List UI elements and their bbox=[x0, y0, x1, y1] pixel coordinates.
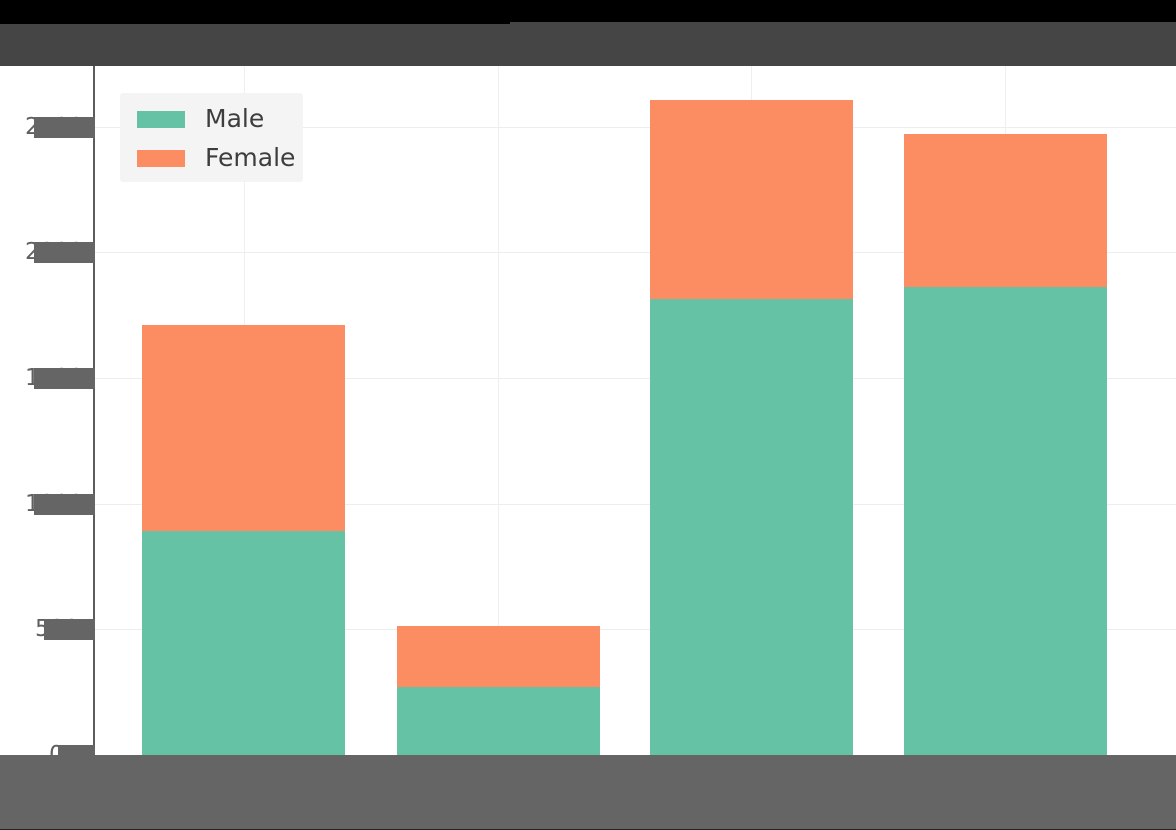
y-tick-redaction-bar bbox=[34, 242, 95, 264]
top-black-strip bbox=[0, 0, 1176, 24]
gridline-horizontal bbox=[93, 127, 1176, 128]
title-redaction-bar-step bbox=[510, 22, 1176, 66]
y-axis-line bbox=[93, 66, 95, 755]
legend-swatch-female bbox=[137, 149, 185, 167]
bar-male-segment bbox=[142, 531, 345, 755]
y-tick-redaction-bar bbox=[34, 116, 95, 138]
y-tick-redaction-bar bbox=[44, 619, 95, 641]
legend-label-male: Male bbox=[205, 104, 265, 133]
bar-female-segment bbox=[396, 625, 600, 688]
bar-male-segment bbox=[396, 687, 600, 755]
bar-male-segment bbox=[649, 298, 853, 755]
bar-female-segment bbox=[649, 100, 853, 299]
bar-female-segment bbox=[142, 325, 345, 532]
gridline-horizontal bbox=[93, 378, 1176, 379]
gridline-horizontal bbox=[93, 252, 1176, 253]
gridline-vertical bbox=[498, 66, 499, 755]
bar-female-segment bbox=[903, 134, 1107, 288]
xaxis-redaction-bar bbox=[0, 755, 1176, 830]
y-tick-redaction-bar bbox=[34, 367, 95, 389]
gridline-horizontal bbox=[93, 504, 1176, 505]
legend-label-female: Female bbox=[205, 142, 296, 172]
gridline-horizontal bbox=[93, 629, 1176, 630]
y-tick-redaction-bar bbox=[34, 493, 95, 515]
bar-male-segment bbox=[903, 287, 1107, 755]
legend: Male Female bbox=[120, 93, 303, 182]
legend-swatch-male bbox=[137, 111, 185, 128]
